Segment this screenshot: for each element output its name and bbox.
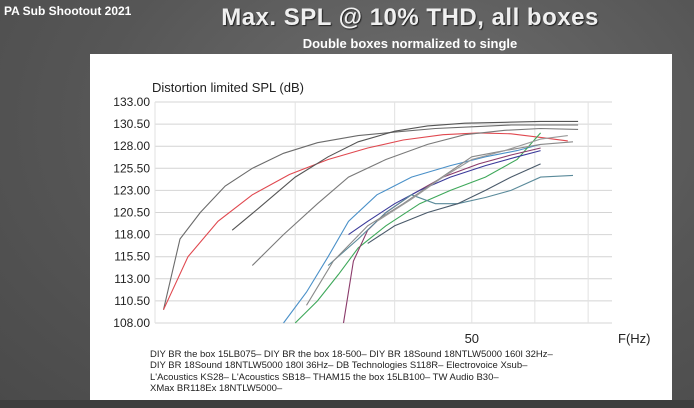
- y-tick-label: 128.00: [113, 139, 150, 153]
- y-tick-label: 133.00: [113, 95, 150, 109]
- y-tick-label: 110.50: [114, 294, 150, 308]
- series-line: [348, 150, 541, 236]
- series-line: [306, 141, 574, 306]
- legend-line: XMax BR118Ex 18NTLW5000–: [150, 382, 283, 394]
- legend-line: DIY BR 18Sound 18NTLW5000 180l 36Hz– DB …: [150, 360, 528, 372]
- series-line: [376, 135, 568, 222]
- series-line: [367, 163, 541, 244]
- chart-legend: DIY BR the box 15LB075– DIY BR the box 1…: [150, 349, 580, 394]
- y-tick-label: 123.00: [113, 183, 150, 197]
- y-tick-label: 118.00: [114, 228, 150, 242]
- y-tick-label: 113.00: [114, 272, 150, 286]
- series-line: [163, 132, 568, 310]
- series-line: [283, 143, 541, 324]
- series-line: [251, 127, 579, 266]
- series-line: [162, 124, 579, 310]
- slide-title: Max. SPL @ 10% THD, all boxes: [221, 4, 599, 31]
- y-tick-label: 130.50: [113, 117, 150, 131]
- slide-subtitle: Double boxes normalized to single: [302, 36, 518, 51]
- chart-panel: [90, 54, 672, 400]
- series-line: [231, 120, 579, 231]
- legend-line: L'Acoustics KS28– L'Acoustics SB18– THAM…: [150, 371, 499, 383]
- series-line: [327, 174, 574, 266]
- bottom-strip: [0, 400, 694, 408]
- series-line: [294, 132, 542, 324]
- chart-title: Distortion limited SPL (dB): [152, 80, 304, 95]
- y-tick-label: 108.00: [113, 316, 150, 330]
- y-tick-label: 125.50: [113, 161, 150, 175]
- x-axis-label: F(Hz): [618, 331, 651, 346]
- y-tick-label: 120.50: [113, 206, 150, 220]
- x-tick-label: 50: [465, 331, 479, 346]
- y-tick-label: 115.50: [114, 250, 150, 264]
- legend-line: DIY BR the box 15LB075– DIY BR the box 1…: [150, 349, 553, 360]
- video-title-label: PA Sub Shootout 2021: [4, 4, 132, 18]
